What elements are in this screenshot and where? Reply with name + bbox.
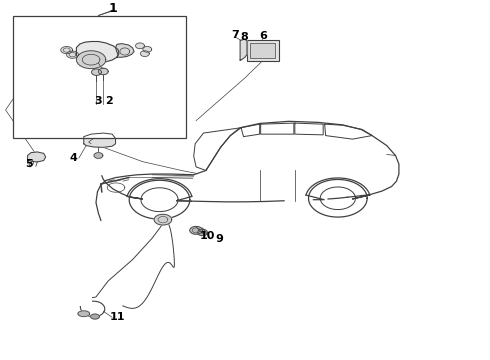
Text: 3: 3 — [95, 96, 102, 106]
Polygon shape — [91, 314, 99, 319]
Text: 6: 6 — [260, 31, 268, 41]
Polygon shape — [67, 51, 78, 58]
Polygon shape — [27, 152, 46, 162]
Text: 8: 8 — [240, 32, 248, 42]
Polygon shape — [154, 214, 171, 225]
Polygon shape — [143, 46, 152, 52]
Polygon shape — [76, 41, 119, 63]
Bar — [247, 40, 279, 61]
Polygon shape — [61, 46, 73, 54]
Text: 1: 1 — [109, 2, 118, 15]
Polygon shape — [94, 153, 103, 158]
Polygon shape — [141, 51, 149, 57]
Polygon shape — [78, 311, 90, 316]
Text: 11: 11 — [109, 312, 125, 322]
Text: 4: 4 — [69, 153, 77, 163]
Text: 7: 7 — [231, 30, 239, 40]
Bar — [250, 42, 275, 58]
Polygon shape — [92, 69, 101, 75]
Text: 10: 10 — [200, 231, 216, 241]
Polygon shape — [76, 51, 106, 69]
Text: 5: 5 — [25, 159, 33, 169]
Polygon shape — [240, 39, 247, 60]
Bar — [13, 15, 186, 138]
Polygon shape — [98, 68, 108, 75]
Text: 2: 2 — [105, 96, 113, 106]
Polygon shape — [136, 43, 145, 49]
Polygon shape — [116, 44, 134, 57]
Polygon shape — [190, 226, 202, 234]
Polygon shape — [84, 133, 116, 147]
Text: 9: 9 — [216, 234, 223, 244]
Polygon shape — [197, 229, 207, 236]
